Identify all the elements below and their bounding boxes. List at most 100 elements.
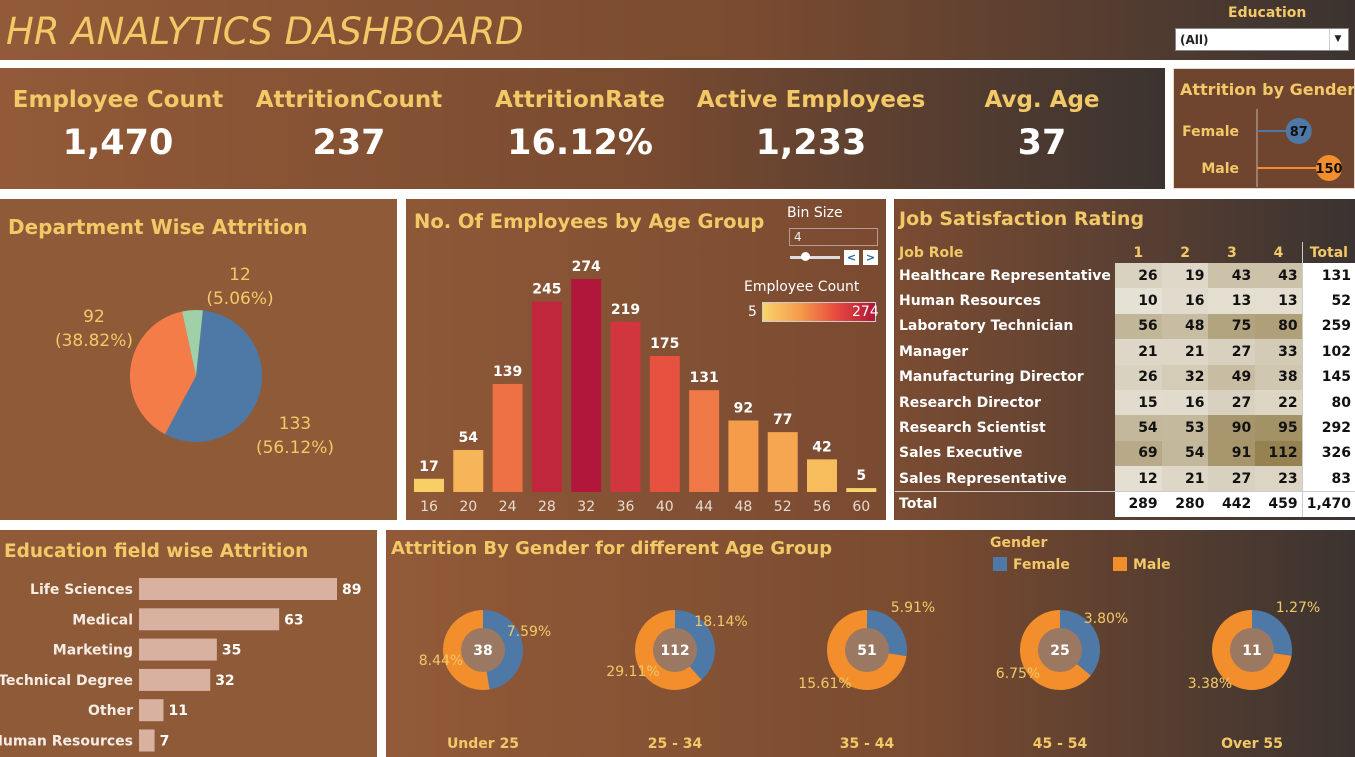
age-group-label: 35 - 44 (840, 736, 895, 752)
x-tick-label: 60 (852, 499, 870, 515)
rating-cell: 22 (1255, 389, 1303, 416)
donut-hole (1230, 628, 1274, 672)
rating-cell: 43 (1208, 263, 1256, 289)
panel-title: Attrition by Gender (1180, 80, 1355, 99)
rating-cell: 289 (1114, 491, 1162, 517)
x-tick-label: 28 (538, 499, 556, 515)
age-bar (767, 432, 798, 492)
rating-cell: 54 (1114, 415, 1162, 441)
rating-cell: 27 (1208, 389, 1256, 416)
bar-value-label: 175 (650, 336, 679, 352)
edu-bar (139, 608, 280, 631)
rating-cell: 21 (1161, 339, 1209, 365)
rating-cell: 69 (1114, 440, 1162, 467)
bar-value-label: 139 (493, 364, 522, 380)
chevron-right-icon[interactable]: > (863, 250, 878, 265)
total-cell: 1,470 (1301, 491, 1355, 517)
role-cell: Human Resources (899, 293, 1041, 310)
bar-value-label: 219 (611, 302, 640, 318)
rating-cell: 12 (1114, 466, 1162, 492)
rating-cell: 459 (1255, 491, 1303, 517)
column-header: Total (1301, 242, 1355, 263)
pie-slice (182, 310, 203, 376)
rating-cell: 53 (1161, 415, 1209, 441)
education-filter-select[interactable]: (All) ▼ (1175, 28, 1349, 51)
chevron-left-icon[interactable]: < (844, 250, 859, 265)
female-pct-label: 18.14% (694, 614, 747, 630)
role-cell: Manufacturing Director (899, 369, 1084, 386)
donut-total-label: 11 (1242, 643, 1261, 659)
rating-cell: 15 (1114, 389, 1162, 416)
education-field-panel: Education field wise Attrition Life Scie… (0, 530, 377, 757)
bin-size-slider[interactable] (790, 256, 840, 259)
rating-cell: 90 (1208, 415, 1256, 441)
rating-cell: 91 (1208, 440, 1256, 467)
slice-value-label: 12 (229, 265, 251, 285)
role-cell: Sales Executive (899, 445, 1023, 462)
edu-bar (139, 578, 337, 600)
category-label: Marketing (53, 643, 133, 659)
bin-size-input[interactable]: 4 (789, 228, 878, 246)
age-bar (453, 450, 484, 492)
rating-cell: 33 (1255, 339, 1303, 365)
rating-cell: 38 (1255, 364, 1303, 390)
female-pct-label: 3.80% (1084, 611, 1128, 627)
rating-cell: 21 (1114, 339, 1162, 365)
age-group-label: 45 - 54 (1033, 736, 1088, 752)
donut-hole (653, 628, 697, 672)
legend-female: Female (993, 557, 1070, 573)
age-bar (610, 321, 641, 492)
table-row: Manufacturing Director 26 32 49 38 145 (895, 364, 1355, 390)
data-label: 150 (1315, 162, 1342, 177)
total-cell: 102 (1301, 339, 1355, 365)
kpi-avg-age: Avg. Age 37 (932, 87, 1152, 163)
edu-bar (139, 729, 155, 752)
x-tick-label: 32 (577, 499, 595, 515)
total-row: Total 289 280 442 459 1,470 (895, 491, 1355, 517)
panel-title: Education field wise Attrition (4, 541, 309, 562)
age-group-panel: No. Of Employees by Age Group 17 16 54 20 13… (406, 199, 886, 520)
donut-hole (1038, 628, 1082, 672)
panel-title: No. Of Employees by Age Group (414, 210, 765, 233)
role-cell: Research Director (899, 394, 1041, 411)
x-tick-label: 24 (499, 499, 517, 515)
legend-male: Male (1113, 557, 1171, 573)
x-tick-label: 16 (420, 499, 438, 515)
rating-cell: 54 (1161, 440, 1209, 467)
chevron-down-icon[interactable]: ▼ (1329, 29, 1346, 50)
slider-handle[interactable] (801, 252, 810, 261)
slice-pct-label: (38.82%) (55, 331, 133, 351)
slice-pct-label: (56.12%) (256, 438, 334, 458)
column-header: 1 (1133, 244, 1144, 261)
edu-bar (139, 699, 164, 722)
rating-cell: 23 (1255, 466, 1303, 492)
female-pct-label: 1.27% (1276, 600, 1320, 616)
rating-cell: 43 (1255, 263, 1303, 289)
total-cell: 259 (1301, 313, 1355, 340)
table-row: Sales Executive 69 54 91 112 326 (895, 440, 1355, 467)
rating-cell: 48 (1161, 313, 1209, 340)
total-cell: 145 (1301, 364, 1355, 390)
rating-cell: 26 (1114, 263, 1162, 289)
role-cell: Healthcare Representative (899, 267, 1111, 284)
kpi-employee-count: Employee Count 1,470 (8, 87, 228, 163)
bar-value-label: 32 (215, 673, 234, 689)
table-row: Human Resources 10 16 13 13 52 (895, 288, 1355, 314)
x-tick-label: 56 (813, 499, 831, 515)
header-bar: HR ANALYTICS DASHBOARD Education (All) ▼ (0, 0, 1355, 60)
rating-cell: 19 (1161, 263, 1209, 289)
total-cell: 292 (1301, 415, 1355, 441)
kpi-value: 1,470 (62, 123, 174, 163)
rating-cell: 442 (1208, 491, 1256, 517)
total-cell: 131 (1301, 263, 1355, 289)
donut-hole (461, 628, 505, 672)
rating-cell: 10 (1114, 288, 1162, 314)
kpi-attrition-count: AttritionCount 237 (239, 87, 459, 163)
donut-total-label: 112 (660, 643, 689, 659)
education-filter-label: Education (1228, 5, 1307, 21)
male-pct-label: 3.38% (1188, 676, 1232, 692)
category-label: Female (1182, 124, 1239, 140)
pie-slice (130, 311, 196, 435)
kpi-label: Active Employees (696, 87, 926, 113)
department-attrition-panel: Department Wise Attrition 133 (56.12%) 92 (… (0, 199, 397, 520)
